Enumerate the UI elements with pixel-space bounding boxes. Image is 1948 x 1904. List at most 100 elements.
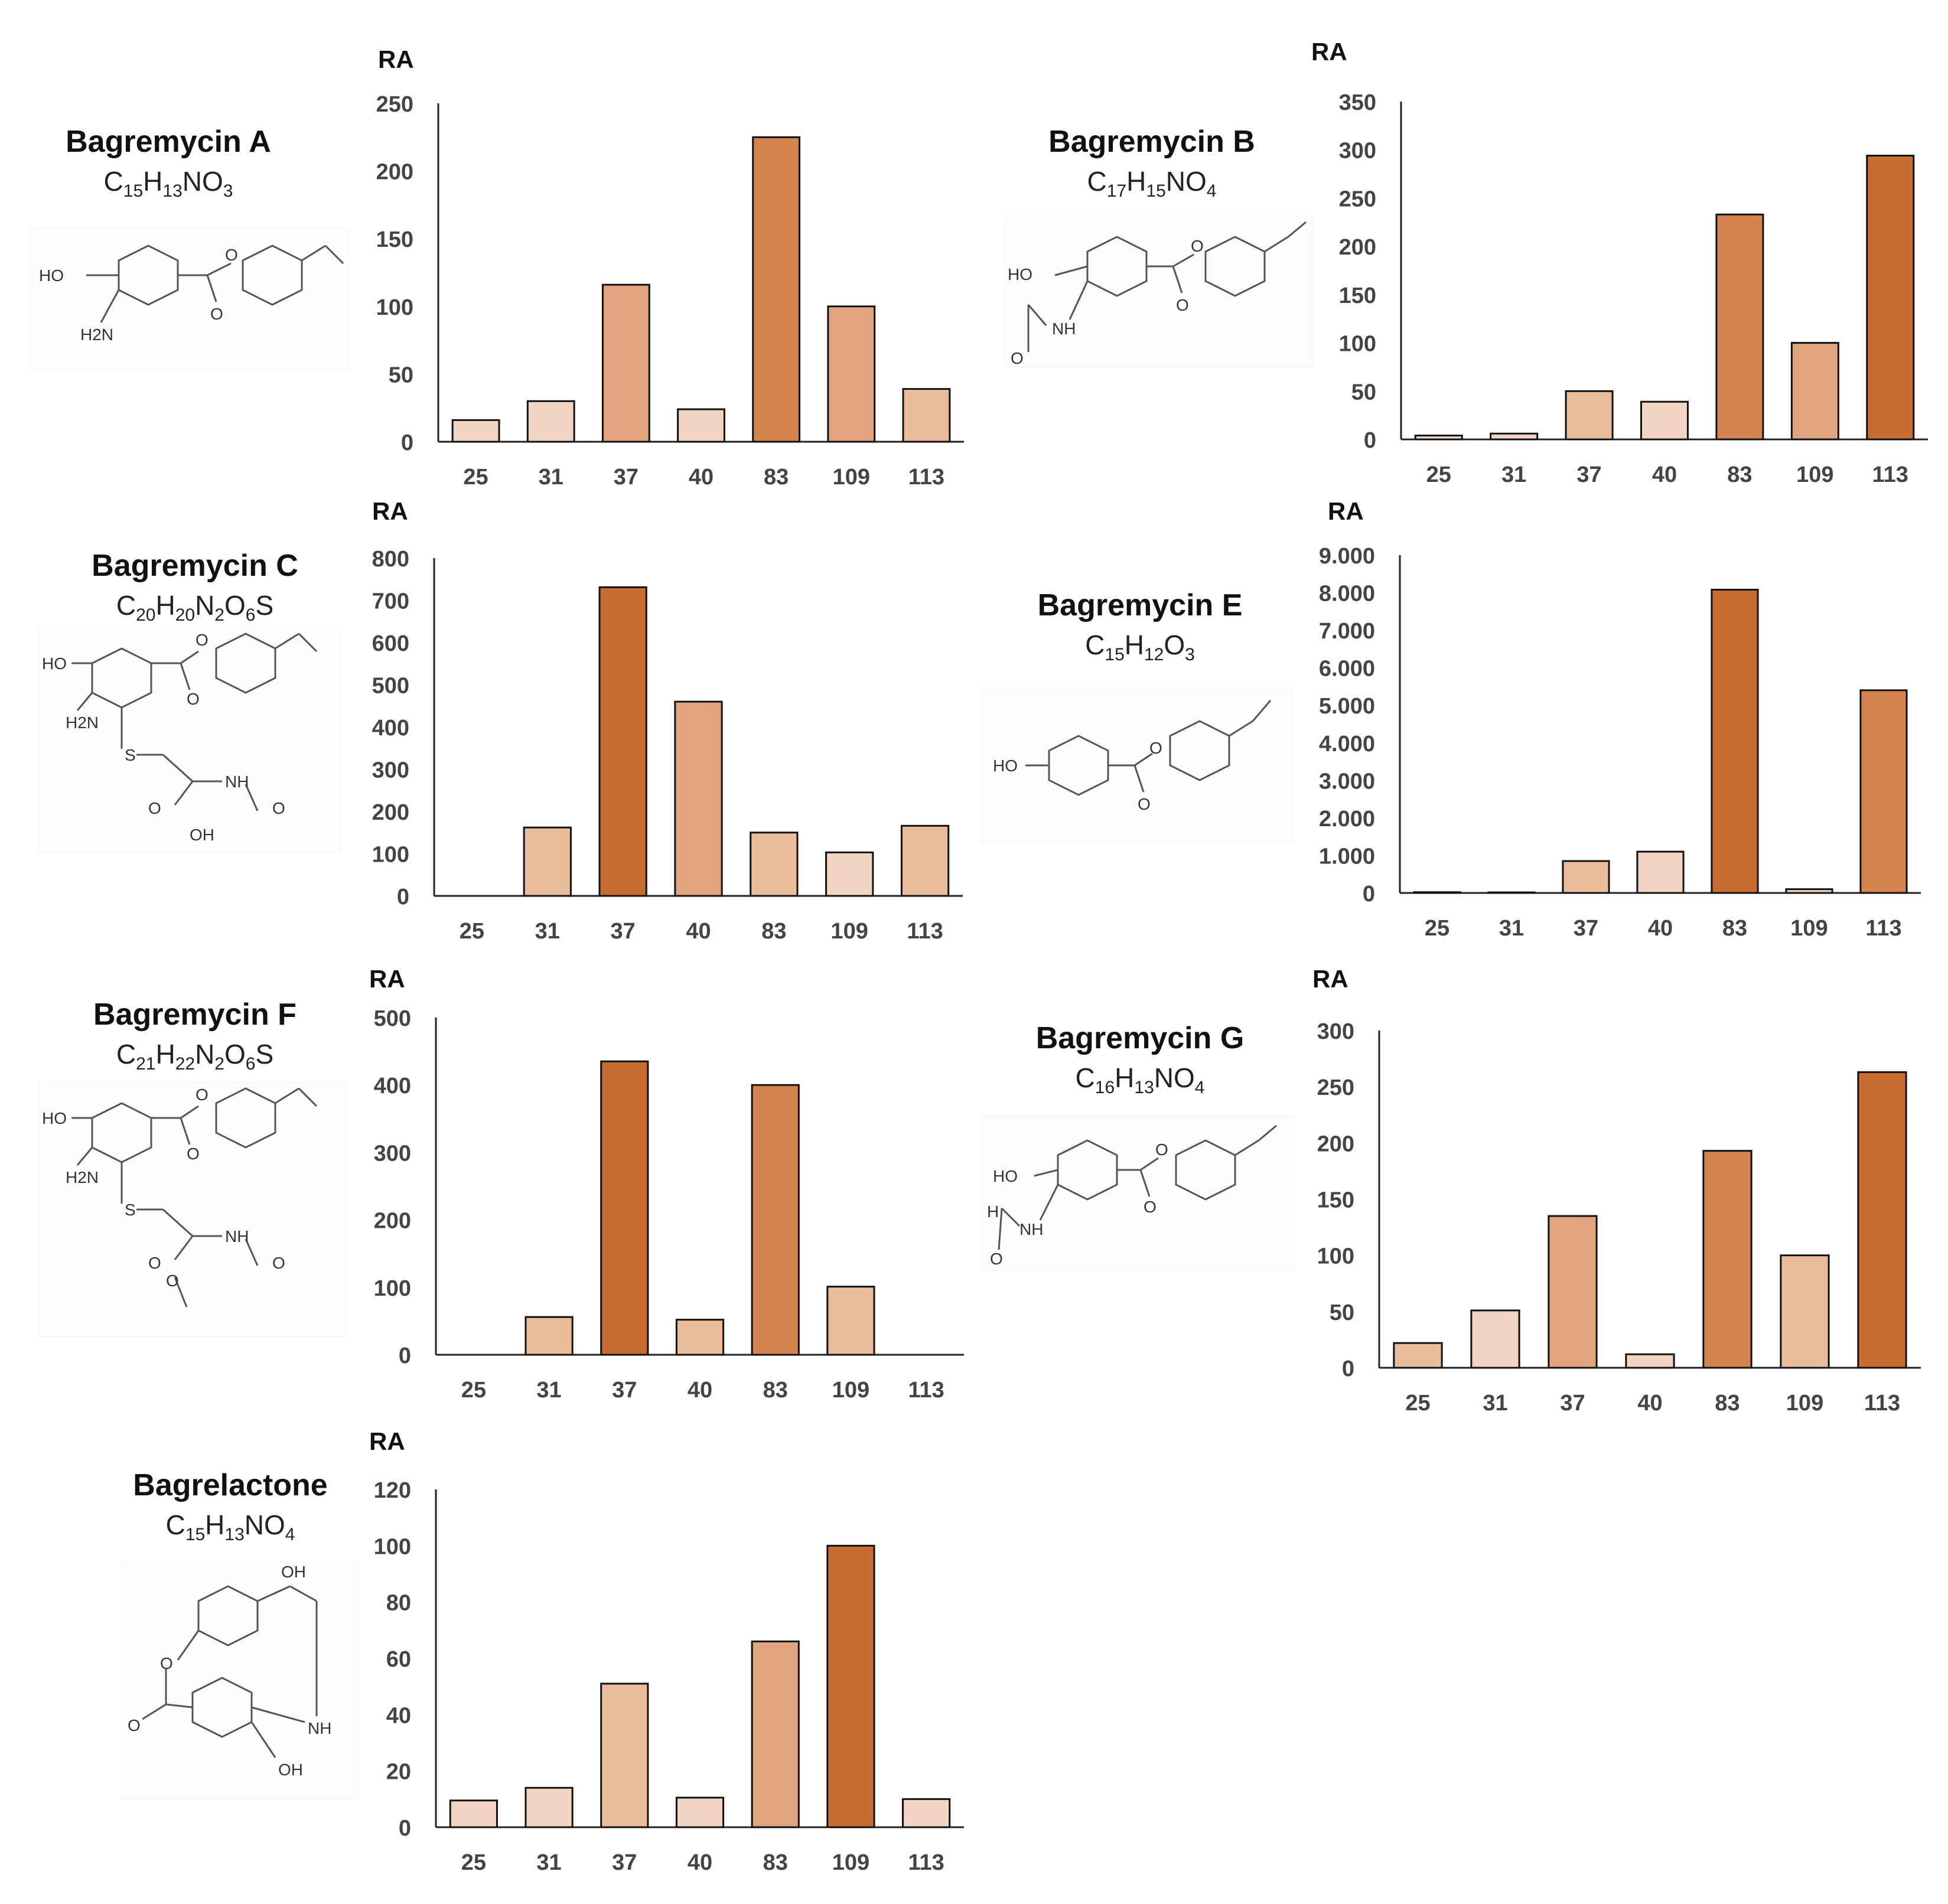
atom-label: H	[987, 1202, 999, 1221]
bar	[1487, 891, 1536, 894]
y-tick-label: 4.000	[1319, 732, 1375, 757]
x-tick-label: 31	[536, 1378, 561, 1403]
y-tick-label: 200	[1317, 1132, 1354, 1156]
atom-label: O	[272, 799, 285, 817]
compound-name: Bagremycin B	[1048, 125, 1255, 159]
bar	[1711, 588, 1759, 894]
atom-label: O	[225, 246, 238, 264]
y-tick-label: 0	[401, 431, 413, 455]
y-tick-label: 50	[1330, 1300, 1354, 1325]
x-tick-label: 37	[1574, 916, 1598, 941]
y-tick-label: 300	[1317, 1019, 1354, 1044]
x-tick-label: 109	[832, 1378, 869, 1403]
bar	[751, 1084, 800, 1356]
molecular-formula: C16H13NO4	[1075, 1062, 1205, 1098]
bar	[675, 1797, 725, 1828]
y-tick-label: 50	[1351, 380, 1376, 405]
atom-label: O	[210, 305, 223, 323]
structure-bagremycin-e: HO O O	[980, 688, 1292, 843]
atom-label: NH	[1052, 319, 1076, 338]
bar	[826, 1544, 875, 1828]
compound-bagrelactone: Bagrelactone C15H13NO4	[95, 1468, 366, 1545]
x-tick-label: 40	[1648, 916, 1673, 941]
atom-label: O	[187, 1145, 200, 1163]
x-tick-label: 31	[535, 919, 560, 944]
bar	[1790, 342, 1839, 441]
atom-label: H2N	[66, 713, 99, 732]
y-tick-label: 9.000	[1319, 544, 1375, 569]
y-tick-label: 0	[1342, 1357, 1354, 1381]
y-tick-label: 800	[372, 547, 409, 572]
x-tick-label: 31	[1501, 462, 1526, 487]
y-tick-label: 150	[1339, 283, 1376, 308]
x-tick-label: 109	[1786, 1391, 1823, 1416]
atom-label: S	[125, 1201, 136, 1219]
y-tick-label: 250	[1339, 187, 1376, 211]
bar	[1393, 1342, 1443, 1369]
compound-name: Bagremycin G	[1035, 1021, 1245, 1055]
molecular-formula: C17H15NO4	[1087, 166, 1217, 201]
bar	[1636, 850, 1685, 894]
bar	[449, 1799, 498, 1828]
compound-bagremycin-g: Bagremycin G C16H13NO4	[1004, 1021, 1276, 1098]
compound-name: Bagremycin A	[66, 125, 271, 159]
x-tick-label: 37	[1560, 1391, 1585, 1416]
y-tick-label: 150	[1317, 1188, 1354, 1213]
atom-label: NH	[308, 1719, 331, 1737]
atom-label: HO	[993, 1167, 1018, 1185]
x-tick-label: 109	[1796, 462, 1833, 487]
y-tick-label: 0	[1363, 882, 1375, 907]
y-tick-label: 200	[1339, 235, 1376, 260]
y-tick-label: 50	[389, 363, 413, 387]
y-tick-label: 400	[372, 716, 409, 741]
bar	[523, 826, 572, 897]
x-tick-label: 83	[763, 1850, 788, 1875]
bar	[900, 824, 950, 897]
y-axis-title: RA	[378, 45, 414, 73]
bar	[451, 419, 500, 443]
bar	[1715, 213, 1764, 441]
bar	[1413, 891, 1461, 894]
atom-label: OH	[190, 826, 214, 844]
y-axis-title: RA	[1312, 965, 1348, 993]
atom-label: O	[1176, 296, 1189, 314]
compound-bagremycin-b: Bagremycin B C17H15NO4	[1016, 124, 1288, 201]
x-tick-label: 113	[907, 919, 943, 944]
atom-label: O	[1191, 237, 1204, 255]
x-tick-label: 83	[1722, 916, 1747, 941]
compound-bagremycin-c: Bagremycin C C20H20N2O6S	[59, 548, 331, 625]
y-tick-label: 5.000	[1319, 694, 1375, 719]
bar	[750, 832, 799, 897]
compound-bagremycin-f: Bagremycin F C21H22N2O6S	[59, 997, 331, 1074]
bar	[598, 586, 647, 897]
bar	[1414, 434, 1463, 441]
atom-label: H2N	[66, 1168, 99, 1186]
x-tick-label: 83	[1715, 1391, 1739, 1416]
structure-bagremycin-g: HO O O H NH O	[980, 1116, 1295, 1271]
x-tick-label: 37	[611, 919, 636, 944]
bar	[677, 408, 725, 443]
y-tick-label: 100	[372, 843, 409, 868]
x-tick-label: 25	[1405, 1391, 1430, 1416]
y-tick-label: 2.000	[1319, 807, 1375, 832]
y-tick-label: 700	[372, 589, 409, 614]
y-axis-title: RA	[369, 965, 405, 993]
atom-label: NH	[225, 1227, 249, 1246]
bar	[1562, 860, 1610, 894]
structure-bagrelactone: OH O O NH OH	[121, 1562, 359, 1799]
bar	[827, 305, 876, 443]
y-tick-label: 500	[372, 674, 409, 699]
structure-bagremycin-f: HO O O H2N S NH O O O	[38, 1082, 347, 1337]
x-tick-label: 113	[908, 1378, 944, 1403]
atom-label: O	[1011, 349, 1024, 367]
atom-label: HO	[993, 757, 1018, 775]
chart-bagremycin-e: 0 1.000 2.000 3.000 4.000 5.000 6.000 7.000 8.00…	[1319, 497, 1921, 941]
y-tick-label: 80	[386, 1591, 411, 1616]
bar	[1640, 400, 1689, 441]
atom-label: HO	[42, 1109, 67, 1127]
y-tick-label: 6.000	[1319, 657, 1375, 682]
bar	[1857, 1071, 1907, 1369]
x-tick-label: 83	[764, 465, 789, 490]
atom-label: O	[160, 1654, 173, 1672]
atom-label: O	[187, 690, 200, 708]
